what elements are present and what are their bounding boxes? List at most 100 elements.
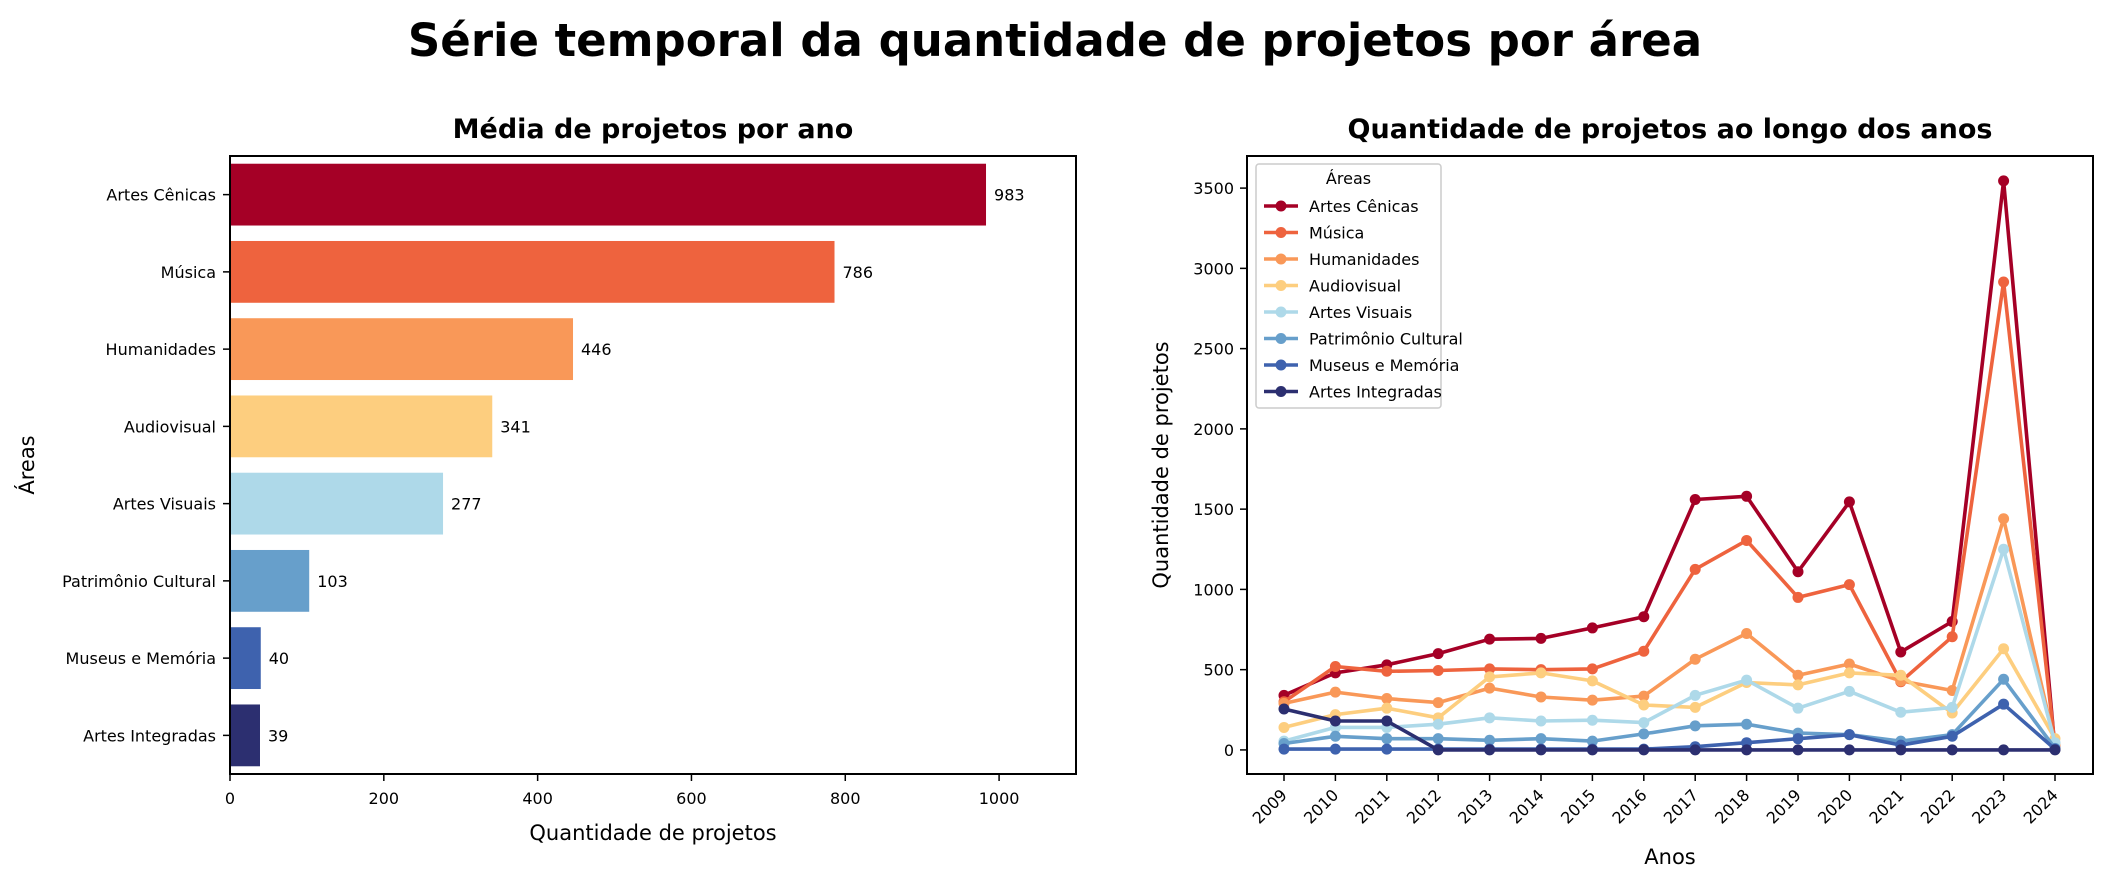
data-point	[1741, 628, 1753, 640]
x-tick-label: 600	[676, 789, 707, 808]
y-tick-label: 1000	[1193, 580, 1234, 599]
bar	[230, 704, 260, 767]
y-tick-label: Audiovisual	[124, 417, 216, 436]
y-tick-label: Artes Integradas	[83, 726, 216, 745]
x-tick-label: 2011	[1351, 785, 1393, 827]
data-point	[1329, 743, 1341, 755]
series-line	[1283, 677, 2057, 750]
bar-data-label: 40	[269, 649, 289, 668]
data-point	[1843, 658, 1855, 670]
bar-data-label: 786	[843, 263, 874, 282]
data-point	[1484, 663, 1496, 675]
data-point	[1638, 717, 1650, 729]
plot-frame	[1246, 155, 2094, 775]
data-point	[1484, 712, 1496, 724]
x-tick-label: 2016	[1608, 785, 1650, 827]
y-tick-label: 2500	[1193, 340, 1234, 359]
data-point	[1946, 701, 1958, 713]
y-tick-label: 500	[1203, 661, 1234, 680]
data-point	[1792, 591, 1804, 603]
x-tick-label: 2020	[1814, 785, 1856, 827]
data-point	[1741, 674, 1753, 686]
data-point	[1586, 735, 1598, 747]
data-point	[1586, 714, 1598, 726]
data-point	[1484, 734, 1496, 746]
data-point	[1792, 669, 1804, 681]
x-tick-label: 2023	[1968, 785, 2010, 827]
data-point	[1586, 663, 1598, 675]
x-tick-label: 2024	[2020, 785, 2062, 827]
bar	[230, 549, 310, 612]
x-tick-label: 2009	[1249, 785, 1291, 827]
bar-data-label: 983	[994, 186, 1025, 205]
legend-label: Audiovisual	[1309, 277, 1401, 296]
y-tick-label: 2000	[1193, 420, 1234, 439]
data-point	[1484, 682, 1496, 694]
bar	[230, 395, 493, 458]
bar	[230, 163, 987, 226]
data-point	[1535, 691, 1547, 703]
data-point	[1586, 744, 1598, 756]
x-tick-label: 2021	[1865, 785, 1907, 827]
data-point	[1998, 744, 2010, 756]
data-point	[1535, 744, 1547, 756]
bar	[230, 318, 574, 381]
data-point	[1381, 743, 1393, 755]
x-tick-label: 800	[830, 789, 861, 808]
data-point	[1689, 720, 1701, 732]
x-tick-label: 2022	[1917, 785, 1959, 827]
data-point	[1843, 667, 1855, 679]
data-point	[1535, 632, 1547, 644]
data-point	[1329, 686, 1341, 698]
x-tick-label: 2012	[1403, 785, 1445, 827]
series-line	[1283, 707, 2055, 752]
legend-swatch-marker	[1275, 280, 1287, 291]
y-tick-label: Patrimônio Cultural	[62, 572, 216, 591]
y-axis-label: Áreas	[14, 435, 39, 494]
data-point	[1638, 611, 1650, 623]
x-tick-label: 2019	[1763, 785, 1805, 827]
legend-label: Patrimônio Cultural	[1309, 330, 1463, 349]
y-tick-label: Música	[161, 263, 216, 282]
data-point	[1381, 733, 1393, 745]
data-point	[1792, 566, 1804, 578]
series-line	[1283, 547, 2057, 744]
series-line	[1283, 646, 2057, 740]
y-tick-label: Artes Visuais	[113, 495, 216, 514]
x-tick-label: 200	[369, 789, 400, 808]
bar	[230, 627, 261, 690]
data-point	[1484, 671, 1496, 683]
x-tick-label: 2018	[1711, 785, 1753, 827]
data-point	[1946, 631, 1958, 643]
figure-title: Série temporal da quantidade de projetos…	[407, 14, 1703, 67]
legend-label: Artes Integradas	[1309, 383, 1442, 402]
data-point	[1843, 729, 1855, 741]
line-chart-title: Quantidade de projetos ao longo dos anos	[1348, 114, 1993, 145]
data-point	[1689, 653, 1701, 665]
bar-data-label: 341	[500, 417, 531, 436]
data-point	[1895, 669, 1907, 681]
data-point	[1638, 645, 1650, 657]
data-point	[1689, 689, 1701, 701]
plot-frame	[229, 155, 1077, 775]
y-tick-label: Humanidades	[106, 340, 216, 359]
y-tick-label: 1500	[1193, 500, 1234, 519]
bar-chart-title: Média de projetos por ano	[453, 114, 854, 145]
bar	[230, 472, 444, 535]
data-point	[1329, 730, 1341, 742]
data-point	[1638, 699, 1650, 711]
data-point	[2049, 744, 2061, 756]
legend-swatch-marker	[1275, 333, 1287, 344]
data-point	[1638, 728, 1650, 740]
data-point	[1741, 744, 1753, 756]
y-tick-label: Museus e Memória	[66, 649, 216, 668]
y-tick-label: 3000	[1193, 259, 1234, 278]
data-point	[1998, 276, 2010, 288]
data-point	[1381, 665, 1393, 677]
bar-chart: Média de projetos por ano 983 Artes Cênica…	[14, 114, 1077, 845]
data-point	[1792, 702, 1804, 714]
legend-swatch-marker	[1275, 253, 1287, 265]
data-point	[1998, 698, 2010, 710]
data-point	[1432, 733, 1444, 745]
